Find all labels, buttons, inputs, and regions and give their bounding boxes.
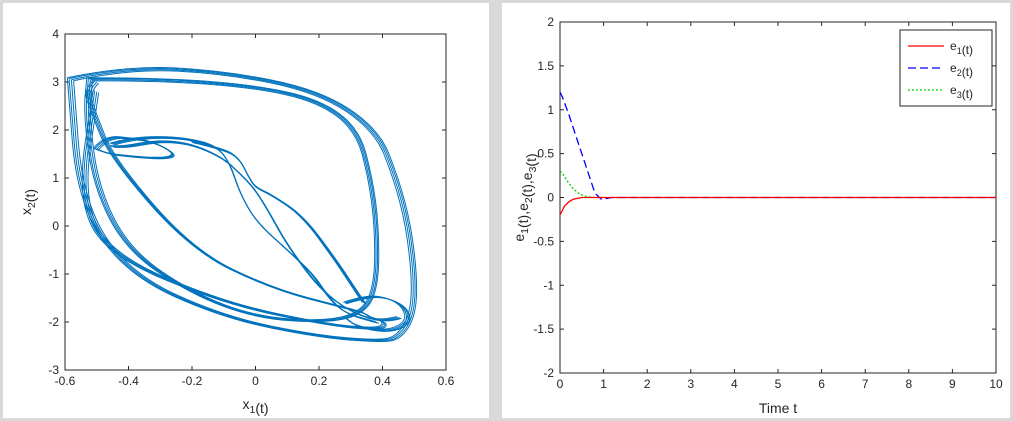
- y-axis-label-sub: 2: [523, 197, 535, 203]
- x-axis-label-part: x: [242, 396, 249, 412]
- x-tick-label: 2: [644, 377, 651, 391]
- y-axis-label-part: (t): [523, 153, 539, 166]
- trajectory-line: [81, 79, 387, 330]
- trajectory-line: [192, 142, 363, 303]
- legend-entry-e3-sub: 3: [957, 90, 962, 100]
- legend-entry-e1: e1(t): [950, 39, 973, 57]
- legend-entry-e1-part: e: [950, 39, 957, 53]
- y-axis-label-sub: 1: [519, 228, 531, 234]
- y-tick-label: -2: [48, 315, 59, 329]
- x-tick-label: 9: [949, 377, 956, 391]
- legend-entry-e3-part: e: [950, 83, 957, 97]
- y-tick-label: -3: [48, 363, 59, 377]
- y-tick-label: 0: [547, 191, 554, 205]
- trajectory-line: [342, 295, 406, 330]
- x-axis-label-part: (t): [255, 400, 268, 416]
- y-axis-label-sub: 2: [26, 202, 38, 208]
- trajectory-line: [85, 78, 379, 322]
- trajectory-line: [73, 70, 412, 340]
- y-axis-label: e1(t),e2(t),e3(t): [511, 153, 539, 241]
- x-tick-label: -0.6: [55, 374, 76, 388]
- x-tick-label: 3: [687, 377, 694, 391]
- series-line-e1: [560, 196, 996, 216]
- x-tick-label: 10: [989, 377, 1003, 391]
- trajectory-group: [66, 67, 418, 342]
- x-tick-label: 4: [731, 377, 738, 391]
- y-axis-label-part: (t),e: [515, 203, 531, 228]
- legend-entry-e1-sub: 1: [957, 46, 962, 56]
- x-tick-label: 0.2: [311, 374, 328, 388]
- y-tick-label: 1: [52, 171, 59, 185]
- trajectory-line: [68, 68, 416, 342]
- y-tick-label: -1: [543, 278, 554, 292]
- trajectory-line: [70, 69, 414, 341]
- trajectory-line: [190, 140, 367, 305]
- x-tick-label: 5: [775, 377, 782, 391]
- x-tick-label: 0.6: [438, 374, 455, 388]
- trajectory-line: [92, 136, 172, 158]
- x-axis-label: Time t: [759, 400, 797, 416]
- x-tick-label: 6: [818, 377, 825, 391]
- legend-entry-e2-part: e: [950, 61, 957, 75]
- y-axis-label-part: (t): [22, 189, 38, 202]
- y-axis-label-sub: 3: [527, 166, 539, 172]
- y-axis-label-part: x: [18, 208, 34, 215]
- y-tick-label: -2: [543, 366, 554, 380]
- trajectory-line: [84, 77, 380, 323]
- trajectory-line: [66, 67, 418, 342]
- y-tick-label: 0: [52, 219, 59, 233]
- y-tick-label: -1: [48, 267, 59, 281]
- error-time-series-panel: 0 1 2 3 4 5 6 7 8 9 10 -2 -1.5 -1 -0.5 0 0.5 1 1.5 2 e1(t) e2…: [502, 3, 1010, 418]
- y-axis-label-part: (t),e: [519, 172, 535, 197]
- legend-entry-e2: e2(t): [950, 61, 973, 79]
- x-tick-label: -0.4: [118, 374, 139, 388]
- legend-entry-e3: e3(t): [950, 83, 973, 101]
- x-tick-label: 8: [905, 377, 912, 391]
- y-tick-label: 2: [547, 15, 554, 29]
- y-tick-label: 0.5: [537, 147, 554, 161]
- y-tick-label: 2: [52, 123, 59, 137]
- x-tick-label: 1: [600, 377, 607, 391]
- x-axis-label-sub: 1: [249, 404, 255, 416]
- y-tick-label: -1.5: [533, 322, 554, 336]
- phase-portrait-panel: -0.6 -0.4 -0.2 0 0.2 0.4 0.6 -3 -2 -1 0 1 2 3 4 x1(t) x2…: [3, 3, 489, 418]
- series-group: [560, 91, 996, 216]
- y-tick-label: 1.5: [537, 59, 554, 73]
- y-axis-label-part: e: [511, 234, 527, 242]
- x-tick-label: 0.4: [374, 374, 391, 388]
- error-time-series-chart: 0 1 2 3 4 5 6 7 8 9 10-2-1.5-1-0.500.511.52e1(t)e2…: [511, 15, 1003, 416]
- x-tick-label: 7: [862, 377, 869, 391]
- y-tick-label: -0.5: [533, 234, 554, 248]
- y-tick-label: 4: [52, 27, 59, 41]
- legend-entry-e2-part: (t): [962, 65, 973, 79]
- trajectory-line: [109, 140, 402, 322]
- trajectory-line: [109, 136, 379, 324]
- y-axis-label: x2(t): [18, 189, 38, 215]
- x-tick-label: 0: [557, 377, 564, 391]
- legend-entry-e1-part: (t): [962, 43, 973, 57]
- y-tick-label: 1: [547, 103, 554, 117]
- x-tick-label: -0.2: [182, 374, 203, 388]
- y-tick-label: 3: [52, 75, 59, 89]
- legend-entry-e3-part: (t): [962, 87, 973, 101]
- phase-portrait-chart: -0.6 -0.4 -0.2 0 0.2 0.4 0.6-3-2-101234x1(t)x2…: [18, 27, 455, 416]
- x-axis-label: x1(t): [242, 396, 268, 416]
- legend-entry-e2-sub: 2: [957, 68, 962, 78]
- x-tick-label: 0: [252, 374, 259, 388]
